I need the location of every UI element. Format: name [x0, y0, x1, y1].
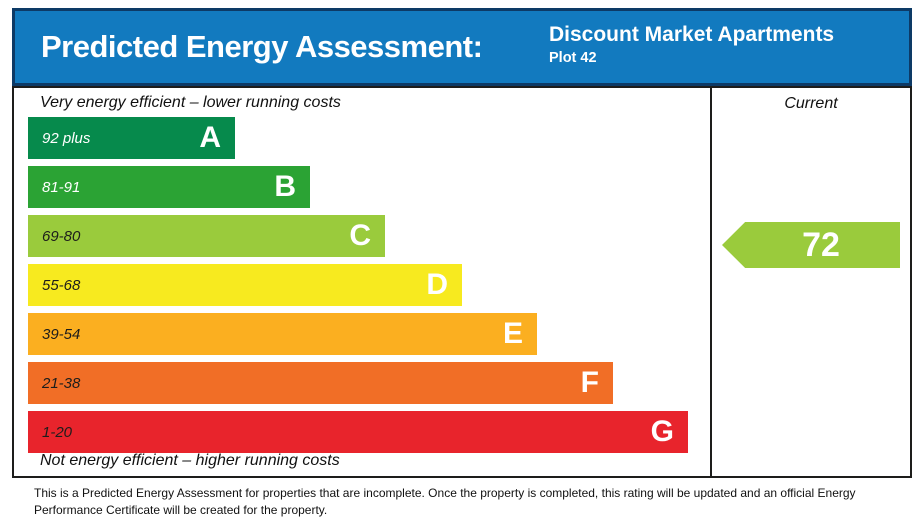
band-range-label: 81-91 [42, 178, 81, 196]
band-letter: B [274, 170, 296, 203]
band-letter: E [502, 317, 523, 350]
band-row-a: 92 plus A [28, 117, 235, 159]
disclaimer-text: This is a Predicted Energy Assessment fo… [34, 486, 856, 518]
current-column-header: Current [784, 95, 838, 112]
band-letter: C [349, 219, 371, 252]
column-divider [710, 88, 712, 476]
band-range-label: 55-68 [42, 276, 81, 294]
header-banner: Predicted Energy Assessment: Discount Ma… [12, 8, 912, 86]
band-letter: A [199, 121, 221, 154]
band-range-label: 1-20 [42, 423, 73, 441]
rating-bands: 92 plus A 81-91 B 69-80 C 55-68 D 39-54 … [28, 117, 688, 453]
top-axis-caption: Very energy efficient – lower running co… [40, 94, 341, 111]
epc-rating-chart: Very energy efficient – lower running co… [12, 86, 912, 478]
band-range-label: 92 plus [42, 129, 91, 147]
current-rating-value: 72 [802, 226, 840, 264]
band-row-f: 21-38 F [28, 362, 613, 404]
property-name: Discount Market Apartments [549, 23, 835, 46]
band-row-e: 39-54 E [28, 313, 537, 355]
band-range-label: 69-80 [42, 227, 81, 245]
band-row-d: 55-68 D [28, 264, 462, 306]
current-rating-arrow: 72 [722, 222, 900, 268]
band-row-g: 1-20 G [28, 411, 688, 453]
band-letter: D [426, 268, 448, 301]
band-letter: G [650, 415, 674, 448]
band-row-c: 69-80 C [28, 215, 385, 257]
property-info: Discount Market Apartments Plot 42 [549, 23, 834, 67]
bottom-axis-caption: Not energy efficient – higher running co… [40, 452, 340, 469]
band-range-label: 21-38 [42, 374, 81, 392]
page-title: Predicted Energy Assessment: [41, 29, 483, 64]
band-row-b: 81-91 B [28, 166, 310, 208]
band-range-label: 39-54 [42, 325, 81, 343]
property-plot: Plot 42 [549, 50, 597, 67]
band-letter: F [580, 366, 599, 399]
